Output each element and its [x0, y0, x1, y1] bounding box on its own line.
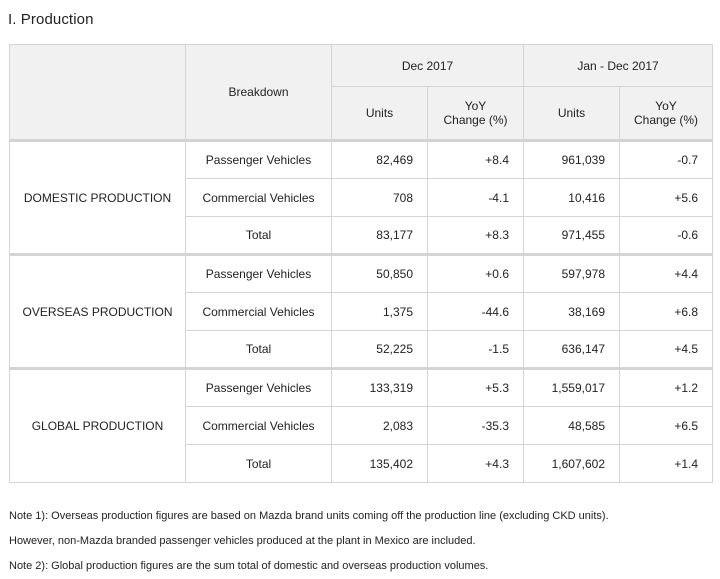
cell-dec-units: 83,177	[331, 216, 428, 255]
cell-dec-units: 82,469	[331, 139, 428, 179]
cell-dec-yoy: -4.1	[427, 178, 524, 217]
table-body: DOMESTIC PRODUCTION Passenger Vehicles 8…	[9, 139, 714, 483]
header-yoy-line1: YoY	[655, 99, 677, 113]
cell-dec-yoy: -1.5	[427, 330, 524, 369]
table-row: Commercial Vehicles 1,375 -44.6 38,169 +…	[10, 292, 714, 331]
table-row: Commercial Vehicles 708 -4.1 10,416 +5.6	[10, 178, 714, 217]
cell-dec-yoy: +4.3	[427, 444, 524, 483]
cell-ytd-units: 48,585	[523, 406, 620, 445]
cell-ytd-yoy: +6.5	[618, 406, 714, 445]
row-label: Commercial Vehicles	[185, 406, 332, 445]
page-title: I. Production	[8, 11, 94, 28]
note-1-continued: However, non-Mazda branded passenger veh…	[9, 535, 476, 547]
cell-ytd-units: 597,978	[523, 253, 620, 293]
row-label: Total	[185, 330, 332, 369]
cell-dec-units: 2,083	[331, 406, 428, 445]
header-corner	[9, 44, 186, 141]
cell-ytd-units: 971,455	[523, 216, 620, 255]
cell-dec-yoy: +8.3	[427, 216, 524, 255]
cell-dec-units: 50,850	[331, 253, 428, 293]
cell-ytd-units: 636,147	[523, 330, 620, 369]
cell-dec-units: 708	[331, 178, 428, 217]
note-2: Note 2): Global production figures are t…	[9, 560, 489, 572]
cell-ytd-yoy: +5.6	[618, 178, 714, 217]
cell-dec-units: 135,402	[331, 444, 428, 483]
cell-ytd-yoy: -0.6	[618, 216, 714, 255]
row-label: Passenger Vehicles	[185, 367, 332, 407]
table-row: OVERSEAS PRODUCTION Passenger Vehicles 5…	[9, 253, 714, 369]
cell-ytd-yoy: +4.4	[618, 253, 714, 293]
header-yoy-line1: YoY	[464, 99, 487, 113]
cell-ytd-yoy: -0.7	[618, 139, 714, 179]
table-header: Breakdown Dec 2017 Jan - Dec 2017 Units …	[9, 44, 714, 141]
cell-ytd-yoy: +1.2	[618, 367, 714, 407]
cell-ytd-units: 1,607,602	[523, 444, 620, 483]
cell-dec-units: 1,375	[331, 292, 428, 331]
table-row: Total 52,225 -1.5 636,147 +4.5	[10, 330, 714, 369]
header-dec-yoy: YoY Change (%)	[427, 86, 524, 141]
row-label: Commercial Vehicles	[185, 292, 332, 331]
cell-dec-yoy: -35.3	[427, 406, 524, 445]
cell-ytd-units: 10,416	[523, 178, 620, 217]
table-row: DOMESTIC PRODUCTION Passenger Vehicles 8…	[9, 139, 714, 255]
header-yoy-line2: Change (%)	[633, 113, 699, 127]
table-row: GLOBAL PRODUCTION Passenger Vehicles 133…	[9, 367, 714, 483]
table-row: Total 83,177 +8.3 971,455 -0.6	[10, 216, 714, 255]
note-1: Note 1): Overseas production figures are…	[9, 510, 609, 522]
cell-ytd-yoy: +6.8	[618, 292, 714, 331]
row-label: Total	[185, 216, 332, 255]
cell-dec-units: 133,319	[331, 367, 428, 407]
section-label-overseas: OVERSEAS PRODUCTION	[9, 253, 186, 369]
section-label-domestic: DOMESTIC PRODUCTION	[9, 139, 186, 255]
cell-ytd-units: 1,559,017	[523, 367, 620, 407]
cell-ytd-yoy: +1.4	[618, 444, 714, 483]
header-period-jan-dec-2017: Jan - Dec 2017	[522, 44, 714, 87]
cell-dec-yoy: +0.6	[427, 253, 524, 293]
header-yoy-line2: Change (%)	[443, 113, 508, 127]
header-dec-units: Units	[331, 86, 428, 141]
header-period-dec-2017: Dec 2017	[331, 44, 524, 87]
table-row: Commercial Vehicles 2,083 -35.3 48,585 +…	[10, 406, 714, 445]
row-label: Passenger Vehicles	[185, 253, 332, 293]
row-label: Passenger Vehicles	[185, 139, 332, 179]
row-label: Total	[185, 444, 332, 483]
table-row: Total 135,402 +4.3 1,607,602 +1.4	[10, 444, 714, 483]
section-label-global: GLOBAL PRODUCTION	[9, 367, 186, 483]
header-ytd-units: Units	[523, 86, 620, 141]
notes: Note 1): Overseas production figures are…	[9, 504, 609, 579]
cell-dec-yoy: -44.6	[427, 292, 524, 331]
cell-ytd-yoy: +4.5	[618, 330, 714, 369]
production-table: Breakdown Dec 2017 Jan - Dec 2017 Units …	[9, 44, 714, 483]
cell-ytd-units: 961,039	[523, 139, 620, 179]
row-label: Commercial Vehicles	[185, 178, 332, 217]
cell-ytd-units: 38,169	[523, 292, 620, 331]
cell-dec-units: 52,225	[331, 330, 428, 369]
cell-dec-yoy: +5.3	[427, 367, 524, 407]
header-breakdown: Breakdown	[185, 44, 332, 141]
cell-dec-yoy: +8.4	[427, 139, 524, 179]
header-ytd-yoy: YoY Change (%)	[618, 86, 714, 141]
